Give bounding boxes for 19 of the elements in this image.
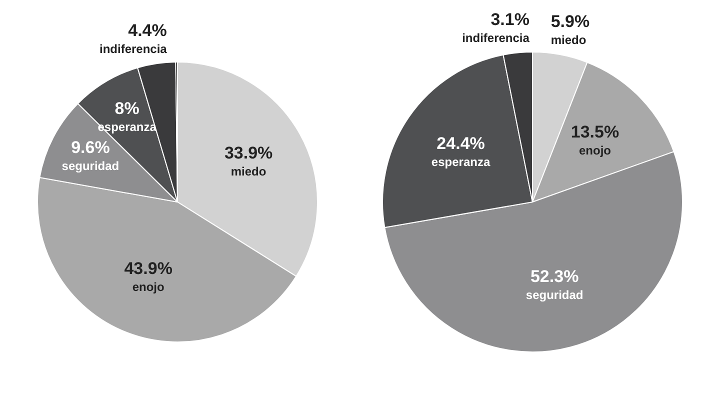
- data-label: 13.5%: [570, 122, 620, 142]
- data-label: 4.4%: [128, 20, 167, 40]
- data-label: 24.4%: [436, 134, 485, 153]
- slice-label: seguridad: [526, 288, 584, 302]
- data-label: 43.9%: [124, 258, 172, 278]
- data-label: 52.3%: [530, 267, 579, 286]
- slice-label: miedo: [230, 164, 266, 179]
- slice-label: miedo: [550, 33, 586, 48]
- slice-label: esperanza: [431, 154, 490, 169]
- data-label: 5.9%: [550, 12, 590, 32]
- slice-label: seguridad: [62, 158, 120, 173]
- slice-label: enojo: [578, 143, 611, 158]
- data-label: 8%: [114, 98, 140, 118]
- data-label: 3.1%: [490, 10, 530, 29]
- slice-label: indiferencia: [100, 42, 168, 56]
- slice-label: enojo: [132, 280, 164, 294]
- slice-label: indiferencia: [462, 30, 530, 45]
- data-label: 9.6%: [71, 138, 110, 157]
- data-label: 33.9%: [224, 144, 273, 163]
